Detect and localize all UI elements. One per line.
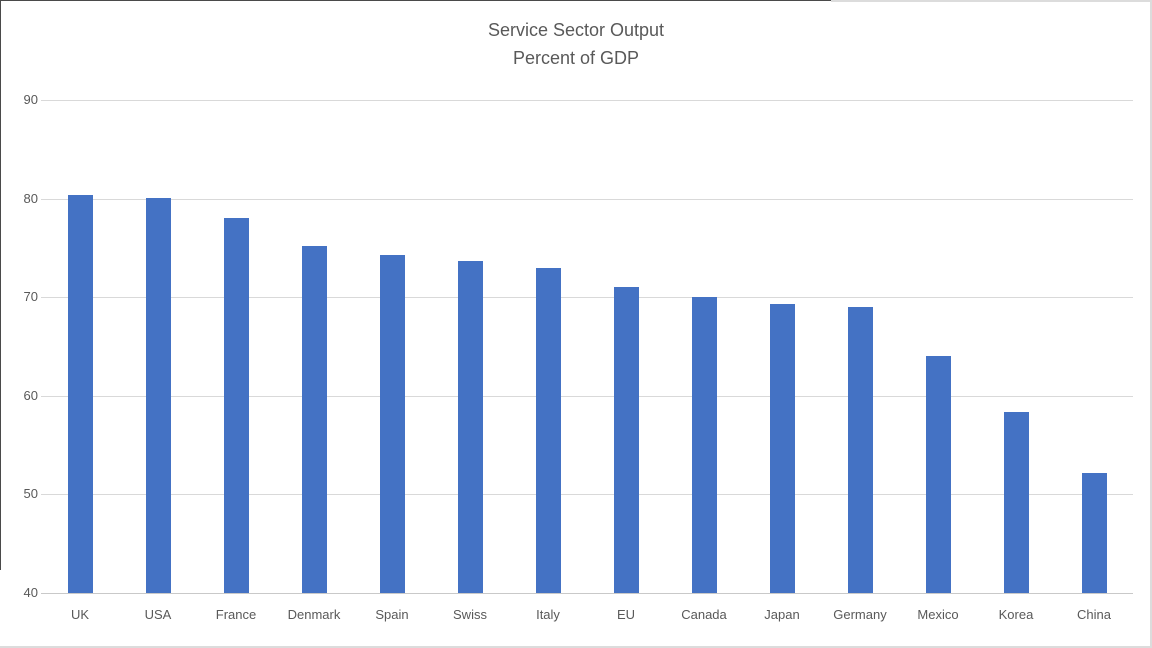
bar-spain bbox=[380, 255, 405, 593]
chart-border-left bbox=[0, 0, 1, 570]
y-tick-label: 70 bbox=[23, 289, 38, 304]
x-category-label: Japan bbox=[764, 607, 800, 622]
bar-canada bbox=[692, 297, 717, 593]
bar-uk bbox=[68, 195, 93, 593]
x-category-label: USA bbox=[144, 607, 172, 622]
gridline bbox=[41, 199, 1133, 200]
x-category-label: Swiss bbox=[453, 607, 487, 622]
bar-japan bbox=[770, 304, 795, 593]
bar-swiss bbox=[458, 261, 483, 593]
chart-border-top-light bbox=[831, 0, 1152, 2]
chart-subtitle: Percent of GDP bbox=[512, 48, 640, 68]
x-category-label: Korea bbox=[998, 607, 1034, 622]
chart-title: Service Sector Output bbox=[487, 20, 665, 40]
chart-border-bottom bbox=[0, 646, 1152, 648]
x-category-label: UK bbox=[70, 607, 90, 622]
x-axis-line bbox=[41, 593, 1133, 594]
y-tick-label: 80 bbox=[23, 191, 38, 206]
y-tick-label: 40 bbox=[23, 585, 38, 600]
y-tick-label: 50 bbox=[23, 486, 38, 501]
bar-mexico bbox=[926, 356, 951, 593]
chart-border-right bbox=[1150, 0, 1152, 648]
x-category-label: EU bbox=[616, 607, 636, 622]
x-category-label: Spain bbox=[375, 607, 409, 622]
gridline bbox=[41, 494, 1133, 495]
bar-france bbox=[224, 218, 249, 593]
x-category-label: Italy bbox=[536, 607, 560, 622]
x-category-label: Germany bbox=[833, 607, 887, 622]
bar-denmark bbox=[302, 246, 327, 593]
bar-usa bbox=[146, 198, 171, 593]
bar-china bbox=[1082, 473, 1107, 593]
bar-germany bbox=[848, 307, 873, 593]
gridline bbox=[41, 396, 1133, 397]
chart-border-top-dark bbox=[0, 0, 831, 1]
gridline bbox=[41, 100, 1133, 101]
x-category-label: Canada bbox=[681, 607, 727, 622]
y-tick-label: 60 bbox=[23, 388, 38, 403]
bar-eu bbox=[614, 287, 639, 593]
bar-italy bbox=[536, 268, 561, 593]
x-category-label: China bbox=[1077, 607, 1111, 622]
chart-title-block: Service Sector Output Percent of GDP bbox=[0, 16, 1152, 72]
x-category-label: France bbox=[215, 607, 257, 622]
bar-korea bbox=[1004, 412, 1029, 593]
y-tick-label: 90 bbox=[23, 92, 38, 107]
x-category-label: Mexico bbox=[917, 607, 959, 622]
gridline bbox=[41, 297, 1133, 298]
x-category-label: Denmark bbox=[287, 607, 341, 622]
